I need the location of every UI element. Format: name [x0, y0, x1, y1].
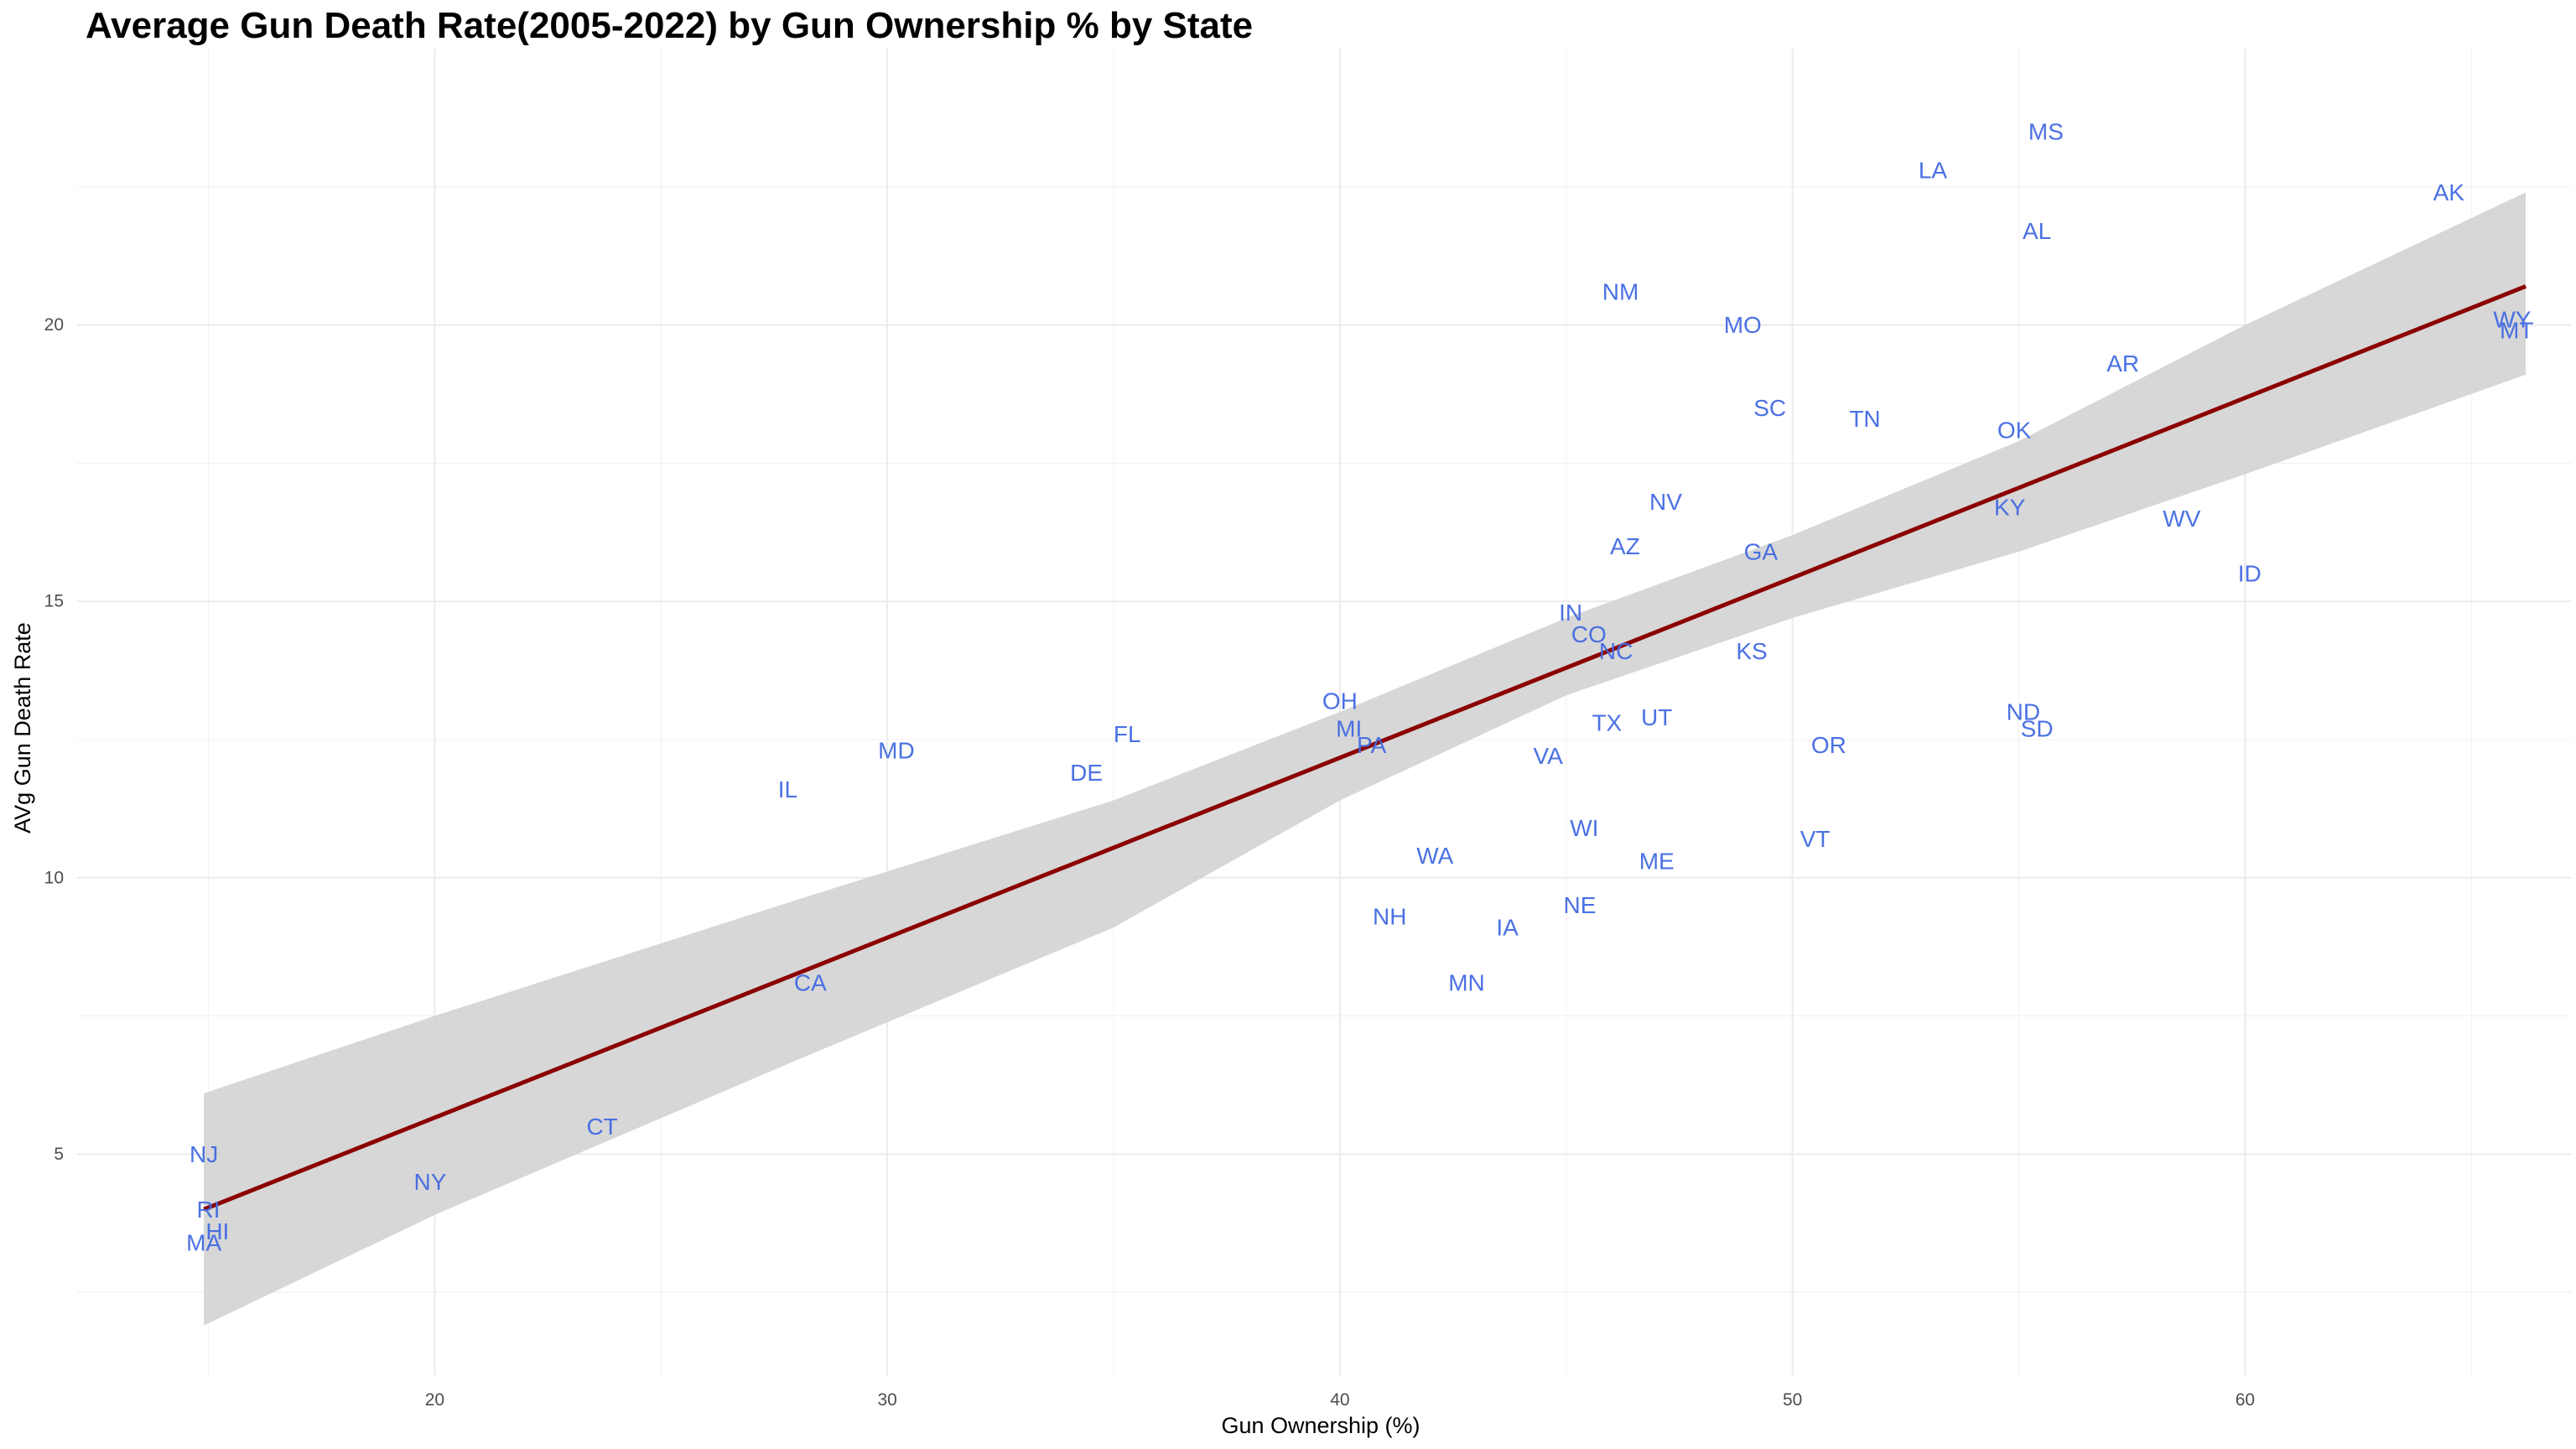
confidence-band-layer	[204, 192, 2527, 1326]
state-label-il: IL	[778, 776, 797, 802]
fit-line-layer	[203, 284, 2527, 1212]
state-label-de: DE	[1070, 760, 1103, 786]
x-tick-label: 20	[425, 1390, 444, 1410]
x-tick-label: 50	[1783, 1390, 1802, 1410]
state-label-ga: GA	[1744, 538, 1779, 564]
regression-line	[203, 284, 2527, 1212]
state-label-ny: NY	[414, 1169, 447, 1195]
state-label-ar: AR	[2106, 351, 2139, 377]
state-label-ks: KS	[1736, 638, 1767, 664]
chart-title: Average Gun Death Rate(2005-2022) by Gun…	[86, 5, 1254, 46]
state-label-mn: MN	[1448, 969, 1485, 995]
state-label-az: AZ	[1610, 533, 1640, 559]
state-label-ca: CA	[794, 969, 827, 995]
confidence-band	[204, 192, 2527, 1326]
state-label-vt: VT	[1800, 826, 1831, 852]
state-label-tx: TX	[1592, 710, 1622, 736]
state-label-wa: WA	[1416, 843, 1453, 869]
state-label-nj: NJ	[190, 1141, 218, 1167]
y-tick-label: 15	[44, 592, 64, 611]
state-label-wy: WY	[2493, 306, 2531, 332]
state-label-al: AL	[2023, 218, 2051, 244]
state-label-sd: SD	[2021, 715, 2054, 741]
state-label-ms: MS	[2028, 118, 2064, 144]
state-label-mo: MO	[1724, 312, 1762, 338]
state-label-tn: TN	[1849, 406, 1880, 432]
state-label-oh: OH	[1322, 688, 1358, 714]
state-label-fl: FL	[1114, 721, 1141, 747]
state-label-va: VA	[1534, 743, 1564, 769]
y-axis-title: AVg Gun Death Rate	[10, 622, 35, 834]
x-tick-label: 30	[877, 1390, 896, 1410]
x-tick-label: 40	[1330, 1390, 1349, 1410]
x-tick-label: 60	[2236, 1390, 2255, 1410]
state-label-hi: HI	[205, 1218, 229, 1244]
axis-ticks: 20 30 40 50 60 5 10 15 20	[44, 315, 2255, 1410]
state-label-md: MD	[878, 738, 915, 764]
state-label-pa: PA	[1357, 732, 1387, 758]
state-label-mt: MT	[2500, 318, 2533, 344]
state-label-ok: OK	[1997, 417, 2032, 443]
state-label-co: CO	[1571, 621, 1607, 647]
state-label-ne: NE	[1564, 892, 1597, 918]
state-label-nd: ND	[2007, 699, 2040, 725]
state-label-in: IN	[1559, 600, 1582, 626]
state-label-nv: NV	[1649, 489, 1682, 515]
state-label-sc: SC	[1753, 395, 1786, 421]
state-label-ma: MA	[186, 1229, 221, 1255]
state-label-id: ID	[2238, 561, 2262, 587]
y-tick-label: 5	[54, 1145, 64, 1164]
state-label-la: LA	[1919, 158, 1948, 184]
state-label-ct: CT	[586, 1114, 617, 1140]
y-tick-label: 10	[44, 868, 64, 887]
state-label-wi: WI	[1570, 815, 1598, 841]
state-label-or: OR	[1811, 732, 1846, 758]
state-label-nm: NM	[1602, 279, 1639, 305]
state-label-wv: WV	[2163, 506, 2200, 532]
state-label-nh: NH	[1373, 903, 1406, 929]
state-label-ky: KY	[1994, 495, 2026, 521]
state-label-ri: RI	[197, 1197, 221, 1223]
state-label-ut: UT	[1641, 704, 1672, 730]
state-label-ak: AK	[2433, 179, 2465, 205]
state-label-nc: NC	[1599, 638, 1633, 664]
state-label-mi: MI	[1336, 715, 1362, 741]
state-label-ia: IA	[1496, 915, 1519, 941]
x-axis-title: Gun Ownership (%)	[1221, 1413, 1420, 1438]
state-label-me: ME	[1639, 848, 1675, 874]
y-tick-label: 20	[44, 315, 64, 335]
